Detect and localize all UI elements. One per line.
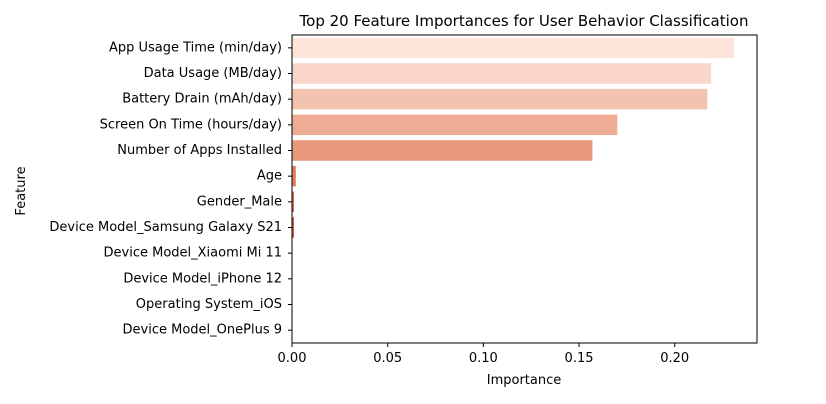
y-axis-label: Feature <box>14 166 29 215</box>
bar-7 <box>292 217 294 238</box>
x-tick-label-1: 0.05 <box>373 351 402 366</box>
y-tick-label-3: Screen On Time (hours/day) <box>100 117 282 132</box>
y-tick-label-2: Battery Drain (mAh/day) <box>122 92 282 107</box>
bar-6 <box>292 191 294 213</box>
x-tick-label-0: 0.00 <box>278 351 307 366</box>
y-tick-label-5: Age <box>257 169 282 184</box>
bar-0 <box>292 37 735 59</box>
bar-1 <box>292 63 712 84</box>
x-axis-label: Importance <box>487 373 562 388</box>
axes-layer <box>291 34 758 344</box>
plot-frame <box>291 34 758 344</box>
bars-layer <box>292 37 735 238</box>
y-tick-label-6: Gender_Male <box>197 194 282 209</box>
x-tick-label-2: 0.10 <box>469 351 498 366</box>
y-tick-label-10: Operating System_iOS <box>136 297 282 312</box>
y-tick-label-11: Device Model_OnePlus 9 <box>123 323 282 338</box>
bar-2 <box>292 88 708 110</box>
x-tick-layer: 0.00 0.05 0.10 0.15 0.20 <box>278 343 689 366</box>
y-tick-label-9: Device Model_iPhone 12 <box>123 271 282 286</box>
y-tick-layer: App Usage Time (min/day) Data Usage (MB/d… <box>49 40 292 338</box>
y-tick-label-7: Device Model_Samsung Galaxy S21 <box>49 220 282 235</box>
bar-3 <box>292 114 618 136</box>
bar-5 <box>292 165 296 187</box>
y-tick-label-1: Data Usage (MB/day) <box>144 66 282 81</box>
y-tick-label-4: Number of Apps Installed <box>117 143 282 158</box>
y-tick-label-8: Device Model_Xiaomi Mi 11 <box>104 246 282 261</box>
x-tick-label-4: 0.20 <box>660 351 689 366</box>
chart-title: Top 20 Feature Importances for User Beha… <box>299 12 749 30</box>
bar-4 <box>292 140 593 161</box>
x-tick-label-3: 0.15 <box>565 351 594 366</box>
y-tick-label-0: App Usage Time (min/day) <box>109 40 282 55</box>
